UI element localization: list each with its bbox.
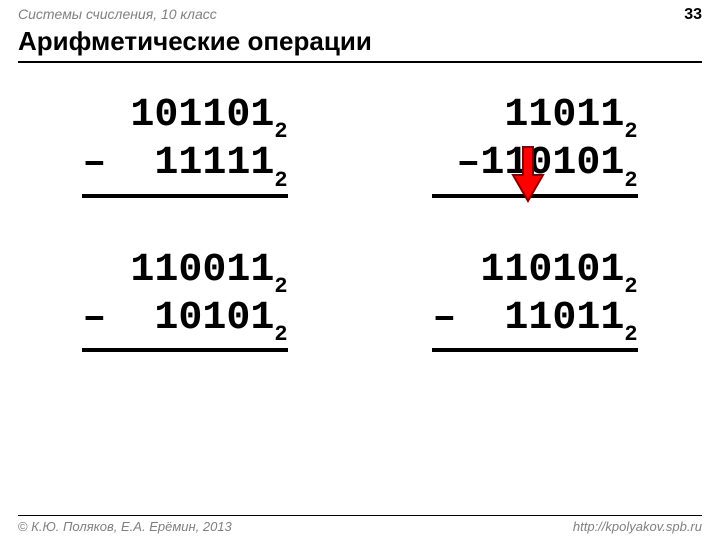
- base: 2: [274, 322, 287, 347]
- base: 2: [274, 119, 287, 144]
- operand: 11111: [154, 141, 274, 186]
- base: 2: [624, 119, 637, 144]
- base: 2: [624, 322, 637, 347]
- course-label: Системы счисления, 10 класс: [18, 6, 217, 22]
- base: 2: [624, 168, 637, 193]
- num: [456, 248, 480, 293]
- problem-bottom-left: 1100112 – 101012: [40, 248, 330, 353]
- num: [432, 93, 504, 138]
- footer-rule: [18, 515, 702, 516]
- num: [106, 248, 130, 293]
- num: [106, 296, 154, 341]
- operand: 110011: [130, 248, 274, 293]
- operand: 110101: [480, 248, 624, 293]
- num: [106, 141, 154, 186]
- base: 2: [274, 274, 287, 299]
- page-title: Арифметические операции: [18, 26, 702, 59]
- base: 2: [274, 168, 287, 193]
- operand: 11011: [504, 296, 624, 341]
- num: [456, 296, 504, 341]
- operand: 101101: [130, 93, 274, 138]
- operand: 110101: [480, 141, 624, 186]
- footer-authors: © К.Ю. Поляков, Е.А. Ерёмин, 2013: [18, 519, 232, 534]
- footer-url: http://kpolyakov.spb.ru: [573, 519, 702, 534]
- operator: –: [82, 296, 106, 341]
- page-number: 33: [684, 6, 702, 24]
- problems-grid: 1011012 – 111112 110112 –1101012 1100112…: [0, 63, 720, 352]
- operand: 11011: [504, 93, 624, 138]
- problem-rule: [82, 194, 287, 198]
- operator: –: [82, 141, 106, 186]
- problem-rule: [82, 348, 287, 352]
- operator: –: [432, 296, 456, 341]
- copyright-icon: ©: [18, 519, 28, 534]
- down-arrow-icon: [510, 145, 546, 205]
- problem-rule: [432, 348, 637, 352]
- authors-text: К.Ю. Поляков, Е.А. Ерёмин, 2013: [28, 519, 232, 534]
- num: [106, 93, 130, 138]
- problem-bottom-right: 1101012 – 110112: [390, 248, 680, 353]
- problem-top-left: 1011012 – 111112: [40, 93, 330, 198]
- base: 2: [624, 274, 637, 299]
- footer: © К.Ю. Поляков, Е.А. Ерёмин, 2013 http:/…: [0, 515, 720, 534]
- operand: 10101: [154, 296, 274, 341]
- operator: –: [456, 141, 480, 186]
